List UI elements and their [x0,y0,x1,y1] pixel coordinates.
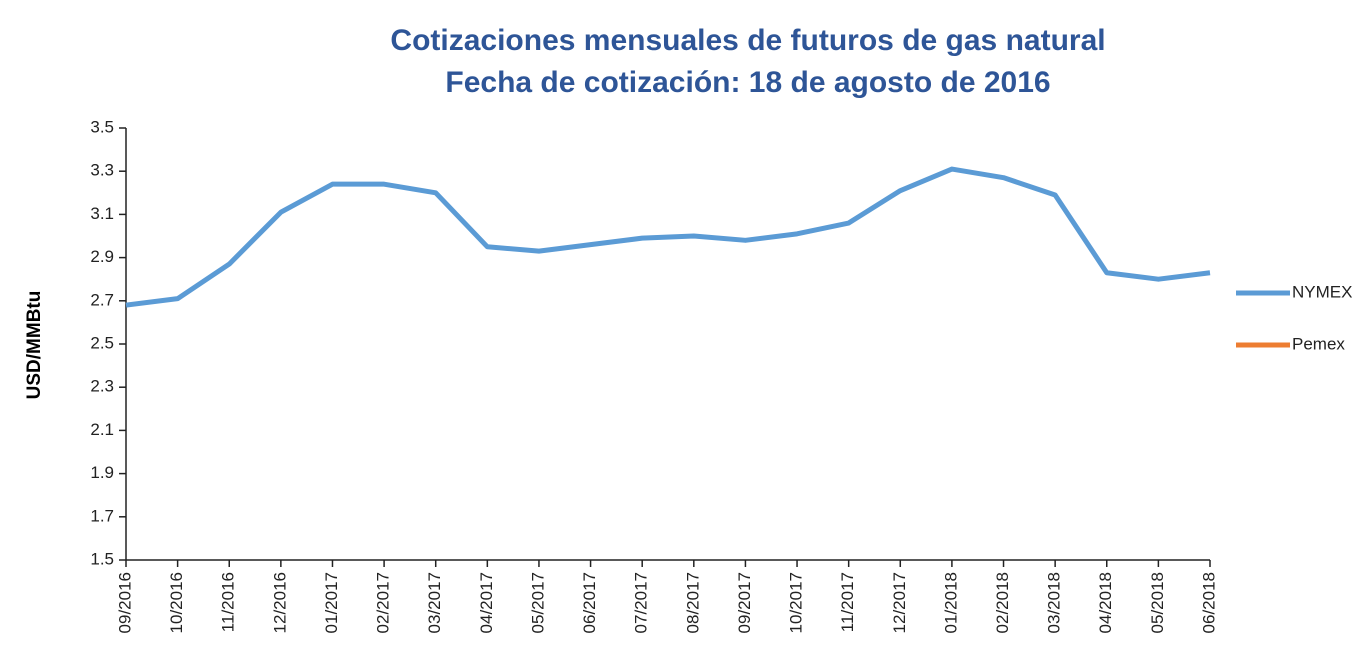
x-tick-label: 10/2016 [167,572,186,633]
x-tick-label: 08/2017 [683,572,702,633]
chart-title: Cotizaciones mensuales de futuros de gas… [390,24,1105,57]
x-tick-label: 06/2017 [580,572,599,633]
y-tick-label: 1.7 [90,506,114,525]
x-tick-label: 02/2017 [374,572,393,633]
x-tick-label: 12/2016 [270,572,289,633]
x-tick-label: 01/2017 [322,572,341,633]
y-tick-label: 3.3 [90,161,114,180]
x-tick-label: 05/2018 [1148,572,1167,633]
x-tick-label: 07/2017 [632,572,651,633]
x-tick-label: 01/2018 [941,572,960,633]
y-tick-label: 2.5 [90,333,114,352]
y-tick-label: 1.5 [90,549,114,568]
y-tick-label: 2.3 [90,377,114,396]
y-tick-label: 2.9 [90,247,114,266]
x-tick-label: 04/2018 [1096,572,1115,633]
data-line [125,166,1211,308]
legend-label: Pemex [1292,334,1345,353]
chart-subtitle: Fecha de cotización: 18 de agosto de 201… [445,66,1050,99]
y-tick-label: 3.1 [90,204,114,223]
x-tick-label: 11/2017 [838,572,857,632]
legend-label: NYMEX [1292,282,1352,301]
x-tick-label: 10/2017 [787,572,806,633]
x-tick-label: 12/2017 [890,572,909,633]
x-tick-label: 03/2018 [1045,572,1064,633]
y-tick-label: 2.1 [90,420,114,439]
y-axis-title: USD/MMBtu [24,291,45,400]
x-tick-label: 09/2017 [735,572,754,633]
x-tick-label: 11/2016 [219,572,238,632]
x-tick-label: 06/2018 [1199,572,1218,633]
x-tick-label: 03/2017 [425,572,444,633]
x-tick-label: 05/2017 [528,572,547,633]
x-tick-label: 02/2018 [993,572,1012,633]
x-tick-label: 09/2016 [115,572,134,633]
y-tick-label: 2.7 [90,290,114,309]
y-tick-label: 1.9 [90,463,114,482]
x-tick-label: 04/2017 [477,572,496,633]
y-tick-label: 3.5 [90,117,114,136]
